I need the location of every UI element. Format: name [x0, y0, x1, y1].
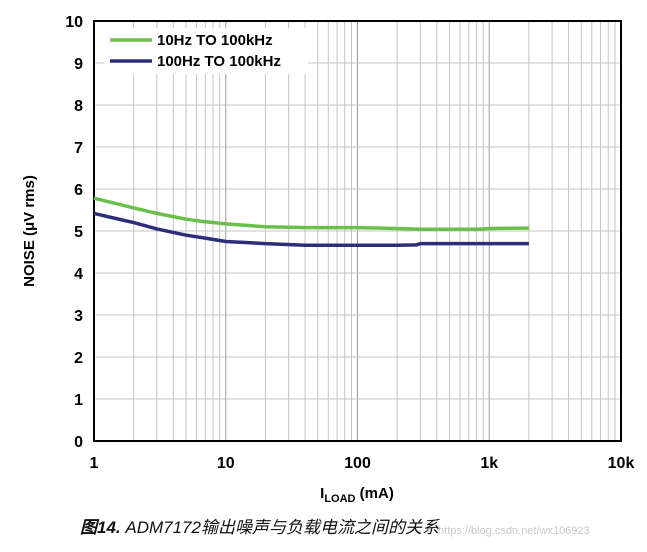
figure-caption: 图14. ADM7172输出噪声与负载电流之间的关系 [80, 513, 439, 538]
y-tick-labels: 0 1 2 3 4 5 6 7 8 9 10 [65, 14, 83, 451]
watermark: https://blog.csdn.net/wx106923 [438, 525, 590, 537]
y-tick-label: 0 [74, 434, 83, 451]
y-tick-label: 6 [74, 182, 83, 199]
figure-caption-text: ADM7172输出噪声与负载电流之间的关系 [120, 518, 439, 537]
x-axis-label: ILOAD (mA) [320, 485, 394, 505]
x-axis-label-sub: LOAD [324, 493, 355, 505]
y-tick-label: 2 [74, 350, 83, 367]
y-tick-label: 8 [74, 98, 83, 115]
x-tick-label: 10 [217, 455, 235, 472]
figure-number: 图14. [80, 518, 121, 537]
y-tick-label: 4 [74, 266, 83, 283]
legend-label-1: 10Hz TO 100kHz [157, 32, 273, 49]
x-tick-label: 1k [480, 455, 498, 472]
legend-background [104, 28, 308, 74]
y-tick-label: 3 [74, 308, 83, 325]
series-line-1 [93, 196, 529, 232]
y-tick-label: 10 [65, 14, 83, 31]
plot-frame [93, 20, 622, 442]
y-tick-label: 5 [74, 224, 83, 241]
legend: 10Hz TO 100kHz 100Hz TO 100kHz [104, 28, 308, 74]
x-axis-label-unit: (mA) [356, 485, 394, 502]
x-axis-label-main: I [320, 485, 324, 502]
x-tick-label: 100 [344, 455, 371, 472]
x-tick-labels: 1 10 100 1k 10k [90, 455, 635, 472]
y-tick-label: 1 [74, 392, 83, 409]
series-line-2 [93, 211, 529, 248]
series-lines [93, 196, 529, 248]
y-tick-label: 9 [74, 56, 83, 73]
legend-label-2: 100Hz TO 100kHz [157, 53, 281, 70]
y-axis-label: NOISE (μV rms) [21, 175, 38, 287]
x-tick-label: 10k [608, 455, 635, 472]
x-tick-label: 1 [90, 455, 99, 472]
y-tick-label: 7 [74, 140, 83, 157]
